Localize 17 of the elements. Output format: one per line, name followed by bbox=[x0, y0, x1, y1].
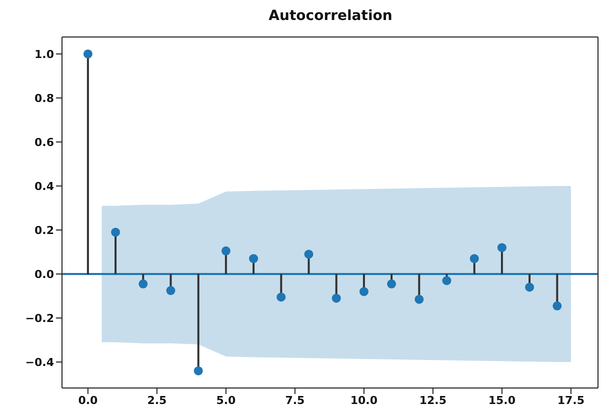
x-tick-label: 2.5 bbox=[147, 394, 167, 407]
x-tick-label: 7.5 bbox=[285, 394, 305, 407]
y-tick-label: 0.0 bbox=[34, 268, 54, 281]
y-tick-label: 0.8 bbox=[34, 92, 54, 105]
y-tick-label: 0.4 bbox=[34, 180, 54, 193]
x-tick-label: 15.0 bbox=[488, 394, 516, 407]
x-tick-label: 17.5 bbox=[557, 394, 585, 407]
x-tick-label: 0.0 bbox=[78, 394, 98, 407]
y-tick-label: −0.2 bbox=[25, 312, 54, 325]
x-tick-label: 5.0 bbox=[216, 394, 236, 407]
y-tick-label: 0.6 bbox=[34, 136, 54, 149]
y-tick-label: −0.4 bbox=[25, 356, 54, 369]
y-tick-label: 1.0 bbox=[34, 48, 54, 61]
y-tick-label: 0.2 bbox=[34, 224, 54, 237]
chart-title: Autocorrelation bbox=[268, 8, 394, 24]
x-tick-label: 10.0 bbox=[350, 394, 378, 407]
x-tick-label: 12.5 bbox=[419, 394, 447, 407]
